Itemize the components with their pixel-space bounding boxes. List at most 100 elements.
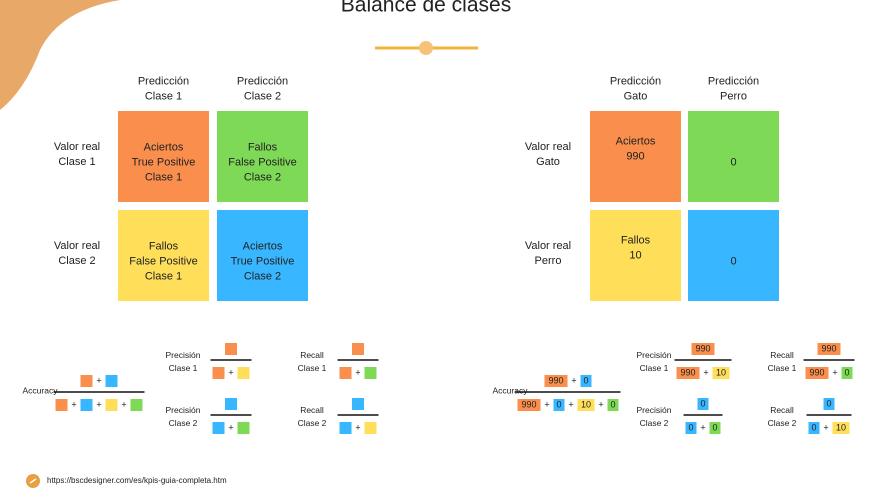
matrix-cell bbox=[217, 210, 308, 301]
cell-text: Fallos bbox=[149, 240, 179, 252]
color-box bbox=[517, 399, 541, 411]
box-value: 990 bbox=[521, 399, 536, 409]
matrix-cell bbox=[118, 111, 209, 202]
box-value: 0 bbox=[844, 367, 849, 377]
cell-text: Fallos bbox=[621, 234, 651, 246]
cell-text: Clase 1 bbox=[145, 270, 182, 282]
box-value: 990 bbox=[680, 367, 695, 377]
row-header: Valor real bbox=[525, 240, 571, 252]
formula-label: Clase 2 bbox=[768, 418, 797, 428]
row-header: Valor real bbox=[54, 141, 100, 153]
color-box bbox=[364, 367, 377, 379]
box-value: 0 bbox=[583, 375, 588, 385]
matrix-cell bbox=[118, 210, 209, 301]
cell-text: Fallos bbox=[248, 141, 278, 153]
color-box bbox=[80, 375, 93, 387]
row-header: Valor real bbox=[525, 141, 571, 153]
column-header: Clase 2 bbox=[244, 90, 281, 102]
color-box bbox=[105, 399, 118, 411]
cell-text: False Positive bbox=[228, 156, 296, 168]
operator: + bbox=[544, 399, 549, 409]
cell-text: True Positive bbox=[132, 156, 196, 168]
formula-label: Clase 1 bbox=[768, 363, 797, 373]
color-box bbox=[808, 422, 820, 434]
formula-label: Accuracy bbox=[493, 385, 529, 395]
operator: + bbox=[71, 399, 76, 409]
cell-text: Aciertos bbox=[243, 240, 283, 252]
cell-text: Clase 2 bbox=[244, 171, 281, 183]
color-box bbox=[580, 375, 592, 387]
color-box bbox=[823, 398, 835, 410]
cell-text: Clase 2 bbox=[244, 270, 281, 282]
color-box bbox=[832, 422, 850, 434]
box-value: 0 bbox=[688, 422, 693, 432]
formula-label: Precisión bbox=[166, 350, 201, 360]
matrix-cell bbox=[688, 111, 779, 202]
color-box bbox=[685, 422, 697, 434]
color-box bbox=[339, 422, 352, 434]
link-icon-glyph bbox=[29, 478, 37, 484]
color-box bbox=[212, 367, 225, 379]
box-value: 10 bbox=[716, 367, 726, 377]
color-box bbox=[80, 399, 93, 411]
formula-label: Clase 2 bbox=[169, 418, 198, 428]
formula-label: Recall bbox=[300, 405, 324, 415]
decoration bbox=[0, 0, 120, 110]
matrix-cell bbox=[590, 210, 681, 301]
footer-url[interactable]: https://bscdesigner.com/es/kpis-guia-com… bbox=[47, 476, 227, 485]
color-box bbox=[55, 399, 68, 411]
color-box bbox=[352, 343, 364, 355]
operator: + bbox=[703, 367, 708, 377]
matrix-cell bbox=[217, 111, 308, 202]
cell-text: True Positive bbox=[231, 255, 295, 267]
color-box bbox=[676, 367, 700, 379]
operator: + bbox=[571, 375, 576, 385]
box-value: 990 bbox=[821, 343, 836, 353]
box-value: 990 bbox=[809, 367, 824, 377]
column-header: Gato bbox=[624, 90, 648, 102]
row-header: Clase 2 bbox=[58, 255, 95, 267]
formula-label: Clase 1 bbox=[298, 363, 327, 373]
column-header: Predicción bbox=[237, 75, 288, 87]
color-box bbox=[544, 375, 568, 387]
operator: + bbox=[832, 367, 837, 377]
operator: + bbox=[823, 422, 828, 432]
title-rule-knob bbox=[419, 41, 433, 55]
color-box bbox=[237, 422, 250, 434]
box-value: 0 bbox=[610, 399, 615, 409]
formula-label: Precisión bbox=[637, 405, 672, 415]
color-box bbox=[237, 367, 250, 379]
color-box bbox=[805, 367, 829, 379]
formula-label: Clase 1 bbox=[169, 363, 198, 373]
color-box bbox=[225, 343, 237, 355]
color-box bbox=[130, 399, 143, 411]
color-box bbox=[817, 343, 841, 355]
formula-label: Clase 2 bbox=[640, 418, 669, 428]
matrix-cell bbox=[590, 111, 681, 202]
box-value: 0 bbox=[700, 398, 705, 408]
column-header: Clase 1 bbox=[145, 90, 182, 102]
formula-label: Recall bbox=[300, 350, 324, 360]
color-box bbox=[212, 422, 225, 434]
column-header: Predicción bbox=[610, 75, 661, 87]
column-header: Predicción bbox=[708, 75, 759, 87]
column-header: Predicción bbox=[138, 75, 189, 87]
operator: + bbox=[355, 422, 360, 432]
box-value: 0 bbox=[826, 398, 831, 408]
formula-label: Recall bbox=[770, 405, 794, 415]
operator: + bbox=[598, 399, 603, 409]
operator: + bbox=[228, 422, 233, 432]
cell-text: 10 bbox=[629, 249, 641, 261]
color-box bbox=[691, 343, 715, 355]
column-header: Perro bbox=[720, 90, 747, 102]
formula-label: Accuracy bbox=[23, 385, 59, 395]
row-header: Gato bbox=[536, 156, 560, 168]
color-box bbox=[105, 375, 118, 387]
row-header: Valor real bbox=[54, 240, 100, 252]
cell-text: Aciertos bbox=[616, 135, 656, 147]
cell-text: Aciertos bbox=[144, 141, 184, 153]
matrix-cell bbox=[688, 210, 779, 301]
color-box bbox=[577, 399, 595, 411]
color-box bbox=[712, 367, 730, 379]
